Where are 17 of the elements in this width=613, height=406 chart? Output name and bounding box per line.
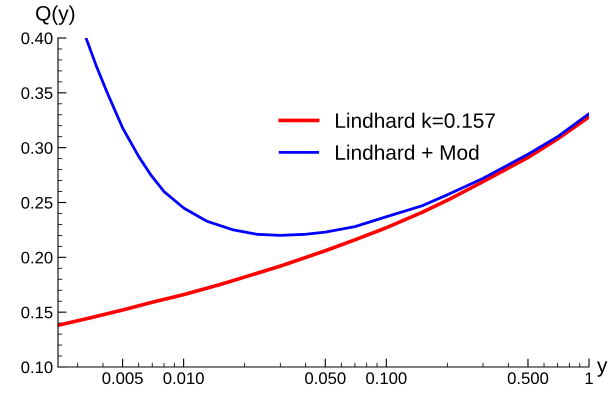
y-tick-label: 0.15: [21, 306, 52, 318]
x-tick-label: 0.500: [508, 372, 548, 384]
legend-label: Lindhard + Mod: [336, 144, 478, 160]
x-tick-label: 0.010: [163, 372, 204, 384]
x-tick-label: 0.050: [305, 372, 346, 384]
x-tick-label: 0.100: [366, 372, 407, 384]
y-tick-label: 0.25: [21, 196, 52, 209]
x-axis-title: y: [597, 361, 608, 377]
y-tick-label: 0.40: [21, 32, 52, 44]
y-tick-label: 0.10: [21, 361, 52, 374]
y-tick-label: 0.20: [21, 252, 52, 264]
legend-label: Lindhard k=0.157: [336, 112, 495, 128]
x-tick-label: 0.005: [102, 372, 143, 384]
y-axis-title: Q(y): [36, 5, 74, 25]
y-tick-label: 0.30: [21, 142, 52, 154]
y-tick-label: 0.35: [21, 87, 52, 100]
x-tick-label: 1: [586, 372, 593, 384]
